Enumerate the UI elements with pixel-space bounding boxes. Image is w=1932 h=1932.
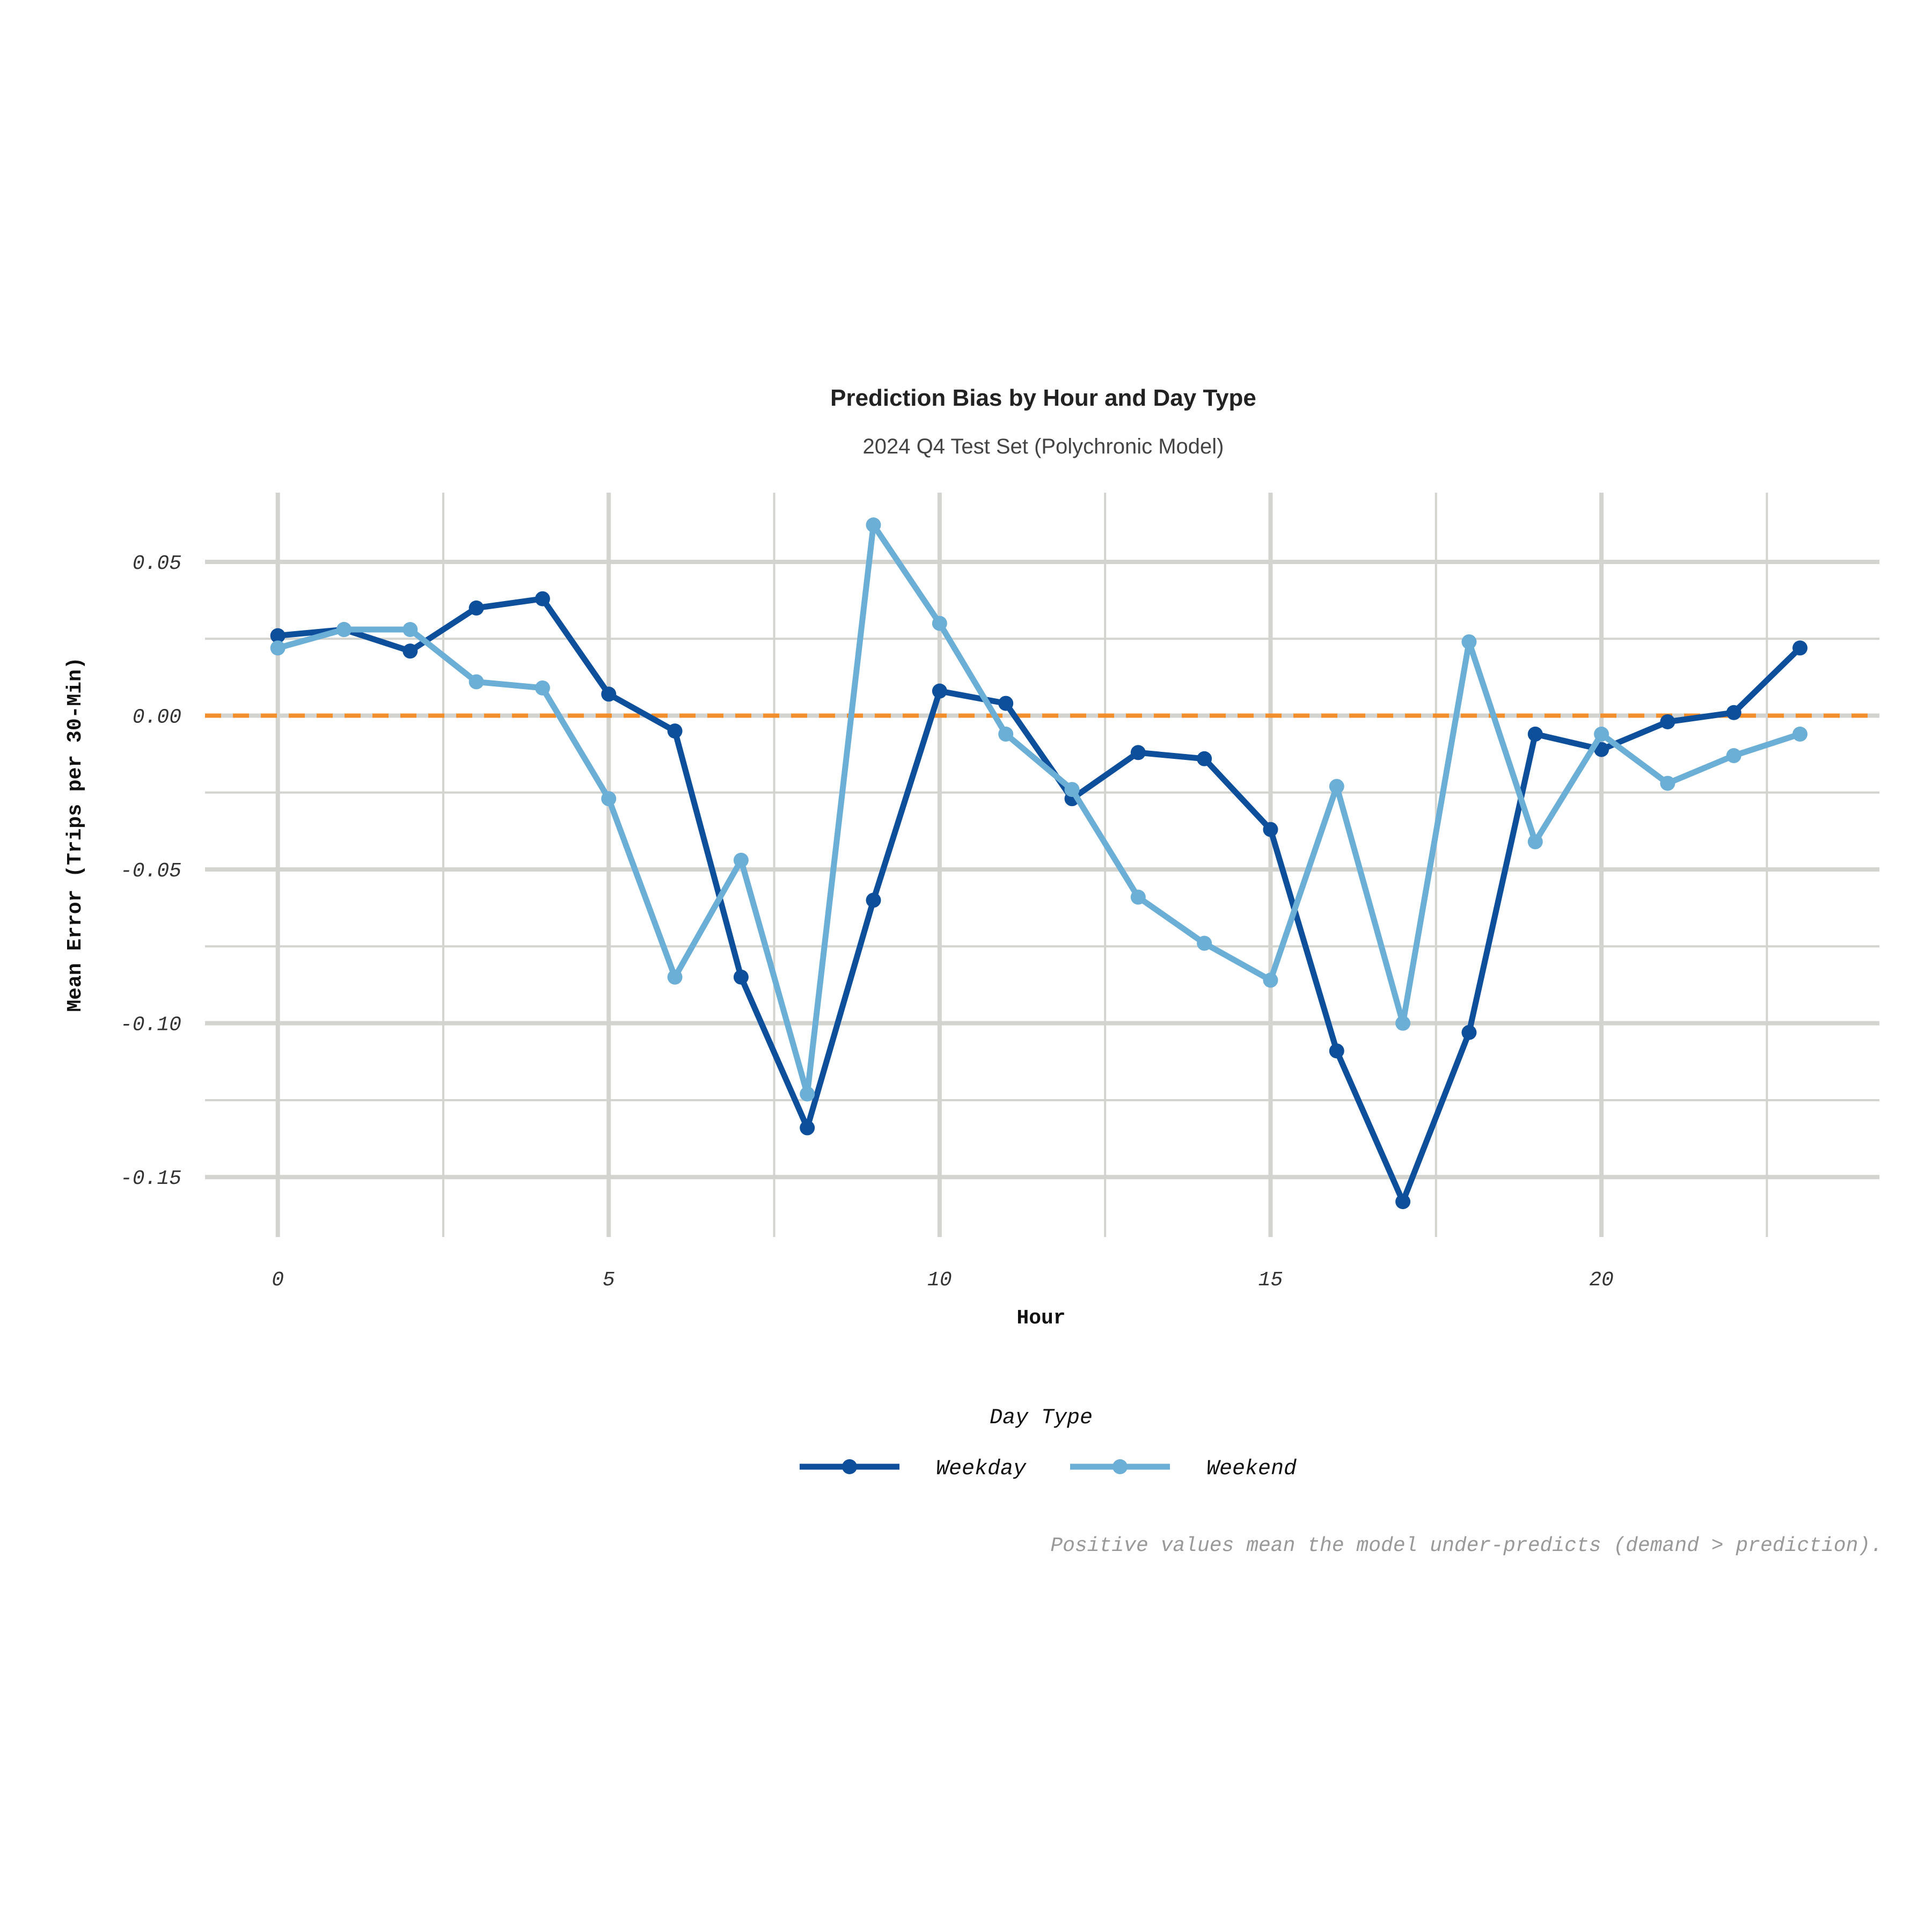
- y-tick-labels: 0.05 0.00 -0.05 -0.10 -0.15: [120, 552, 181, 1190]
- grid-major: [205, 493, 1879, 1237]
- weekday-point: [469, 600, 484, 616]
- y-tick-label: 0.00: [133, 706, 181, 729]
- legend-key-weekend-point: [1113, 1459, 1128, 1474]
- weekday-point: [932, 683, 947, 699]
- grid-minor: [205, 493, 1879, 1237]
- weekday-point: [1263, 822, 1278, 837]
- weekday-point: [1792, 640, 1808, 656]
- legend-label-weekday: Weekday: [936, 1457, 1027, 1481]
- weekend-point: [800, 1086, 815, 1102]
- weekend-line: [275, 522, 1803, 1097]
- weekend-point: [1527, 834, 1543, 850]
- weekend-point: [1130, 889, 1146, 905]
- x-tick-label: 15: [1258, 1269, 1283, 1292]
- weekday-point: [1461, 1024, 1477, 1040]
- legend: Weekday Weekend: [800, 1457, 1297, 1481]
- weekend-point: [336, 622, 352, 638]
- weekend-point: [270, 640, 286, 656]
- weekday-point: [535, 591, 550, 606]
- y-axis-title: Mean Error (Trips per 30-Min): [64, 657, 87, 1012]
- weekday-point: [866, 892, 881, 908]
- y-tick-label: -0.15: [120, 1167, 181, 1190]
- weekend-point: [1792, 726, 1808, 742]
- x-tick-label: 10: [927, 1269, 952, 1292]
- weekend-point: [601, 791, 617, 807]
- y-tick-label: 0.05: [133, 552, 181, 575]
- x-tick-label: 5: [603, 1269, 615, 1292]
- weekend-point: [932, 616, 947, 631]
- weekday-point: [667, 723, 683, 739]
- weekday-point: [1395, 1194, 1411, 1210]
- weekday-point: [1329, 1043, 1344, 1059]
- weekend-point: [667, 969, 683, 985]
- weekend-point: [535, 680, 550, 696]
- x-tick-label: 0: [272, 1269, 284, 1292]
- weekday-point: [733, 969, 749, 985]
- x-axis-title: Hour: [1016, 1307, 1065, 1330]
- weekday-point: [601, 686, 617, 702]
- weekday-point: [1130, 745, 1146, 760]
- chart-subtitle: 2024 Q4 Test Set (Polychronic Model): [863, 435, 1224, 458]
- weekend-point: [733, 852, 749, 868]
- weekday-line: [275, 596, 1803, 1205]
- weekend-point: [469, 674, 484, 690]
- weekend-point: [1197, 935, 1212, 951]
- y-tick-label: -0.05: [120, 860, 181, 883]
- weekend-point: [1263, 972, 1278, 988]
- weekend-point: [866, 517, 881, 533]
- weekend-point: [1064, 782, 1080, 797]
- weekday-point: [998, 696, 1014, 711]
- chart-title: Prediction Bias by Hour and Day Type: [830, 385, 1256, 411]
- legend-title: Day Type: [990, 1406, 1093, 1430]
- x-tick-labels: 0 5 10 15 20: [272, 1269, 1614, 1292]
- legend-key-weekday-point: [842, 1459, 857, 1474]
- weekday-point: [1726, 705, 1741, 720]
- weekend-point: [1329, 779, 1344, 794]
- weekday-point: [1660, 714, 1675, 729]
- weekday-point: [1197, 751, 1212, 766]
- weekday-point: [402, 643, 418, 659]
- weekday-point: [1527, 726, 1543, 742]
- series-group: [270, 517, 1808, 1210]
- weekend-point: [1461, 634, 1477, 649]
- chart-caption: Positive values mean the model under-pre…: [1050, 1534, 1883, 1557]
- weekday-point: [270, 628, 286, 643]
- weekend-point: [1594, 726, 1609, 742]
- weekday-point: [800, 1120, 815, 1136]
- x-tick-label: 20: [1589, 1269, 1614, 1292]
- weekend-point: [1395, 1015, 1411, 1031]
- legend-label-weekend: Weekend: [1206, 1457, 1297, 1481]
- weekend-point: [1660, 775, 1675, 791]
- weekend-point: [402, 622, 418, 638]
- weekend-point: [1726, 748, 1741, 764]
- weekend-point: [998, 726, 1014, 742]
- y-tick-label: -0.10: [120, 1014, 181, 1037]
